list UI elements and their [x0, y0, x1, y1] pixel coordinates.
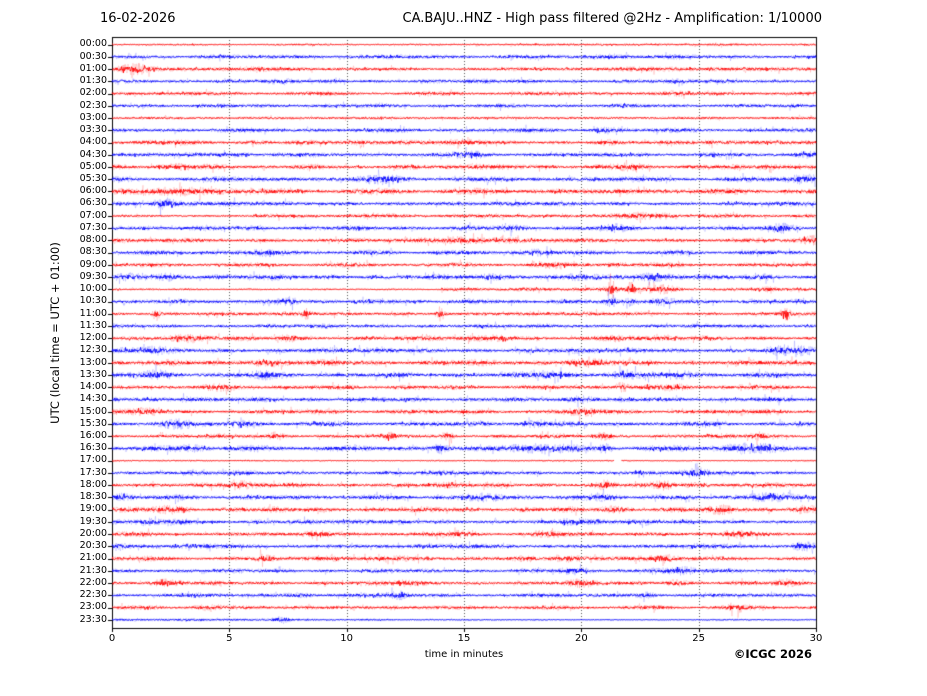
x-axis-tick-label: 10	[340, 633, 354, 644]
y-axis-tick-label: 04:00	[79, 136, 107, 148]
y-axis-tick-label: 01:00	[79, 62, 107, 74]
y-axis-tick-label: 11:30	[79, 319, 107, 331]
y-axis-tick-label: 05:30	[79, 173, 107, 185]
y-axis-tick-label: 16:30	[79, 442, 107, 454]
plot-title: CA.BAJU..HNZ - High pass filtered @2Hz -…	[402, 11, 823, 26]
x-axis-tick-label: 5	[226, 633, 233, 644]
y-axis-tick-label: 09:30	[79, 270, 107, 282]
y-axis-tick-label: 08:30	[79, 246, 107, 258]
y-axis-tick-label: 05:00	[79, 160, 107, 172]
x-axis-tick-label: 25	[692, 633, 706, 644]
y-axis-tick-label: 03:00	[79, 111, 107, 123]
y-axis-tick-label: 19:30	[79, 515, 107, 527]
y-axis-tick-label: 23:30	[79, 613, 107, 625]
x-axis-tick-label: 0	[108, 633, 116, 644]
y-axis-tick-label: 16:00	[79, 430, 107, 442]
y-axis-tick-label: 01:30	[79, 75, 107, 87]
y-axis-tick-label: 23:00	[79, 601, 107, 613]
y-axis-tick-label: 09:00	[79, 258, 107, 270]
y-axis-tick-label: 06:00	[79, 185, 107, 197]
y-axis-tick-label: 22:30	[79, 589, 107, 601]
y-axis-tick-label: 12:00	[79, 332, 107, 344]
y-axis-tick-label: 07:00	[79, 209, 107, 221]
y-axis-tick-label: 02:30	[79, 99, 107, 111]
y-axis-tick-label: 17:00	[79, 454, 107, 466]
x-axis-tick-label: 15	[457, 633, 471, 644]
y-axis-tick-label: 20:00	[79, 527, 107, 539]
y-axis-tick-label: 04:30	[79, 148, 107, 160]
y-axis-tick-label: 10:00	[79, 283, 107, 295]
y-axis-tick-label: 03:30	[79, 124, 107, 136]
y-axis-tick-label: 14:30	[79, 393, 107, 405]
y-axis-tick-label: 15:00	[79, 405, 107, 417]
x-axis-label: time in minutes	[424, 649, 504, 660]
y-axis-tick-label: 18:30	[79, 491, 107, 503]
y-axis-tick-label: 11:00	[79, 307, 107, 319]
y-axis-tick-label: 20:30	[79, 540, 107, 552]
y-axis-tick-label: 10:30	[79, 295, 107, 307]
y-axis-tick-label: 13:00	[79, 356, 107, 368]
y-axis-tick-label: 19:00	[79, 503, 107, 515]
y-axis-tick-label: 13:30	[79, 368, 107, 380]
y-axis-tick-label: 22:00	[79, 576, 107, 588]
x-axis-tick-label: 20	[574, 633, 588, 644]
x-axis-tick-label: 30	[809, 633, 823, 644]
y-axis-tick-label: 21:30	[79, 564, 107, 576]
copyright-text: ©ICGC 2026	[733, 647, 812, 661]
y-axis-tick-label: 17:30	[79, 466, 107, 478]
y-axis-tick-label: 00:30	[79, 50, 107, 62]
y-axis-tick-label: 21:00	[79, 552, 107, 564]
y-axis-tick-label: 14:00	[79, 381, 107, 393]
y-axis-tick-label: 08:00	[79, 234, 107, 246]
y-axis-tick-label: 12:30	[79, 344, 107, 356]
y-axis-tick-label: 02:00	[79, 87, 107, 99]
y-axis-tick-label: 07:30	[79, 221, 107, 233]
plot-date: 16-02-2026	[100, 11, 176, 26]
y-axis-tick-label: 18:00	[79, 478, 107, 490]
y-axis-tick-label: 15:30	[79, 417, 107, 429]
y-axis-tick-label: 06:30	[79, 197, 107, 209]
y-axis-tick-label: 00:00	[79, 38, 107, 50]
